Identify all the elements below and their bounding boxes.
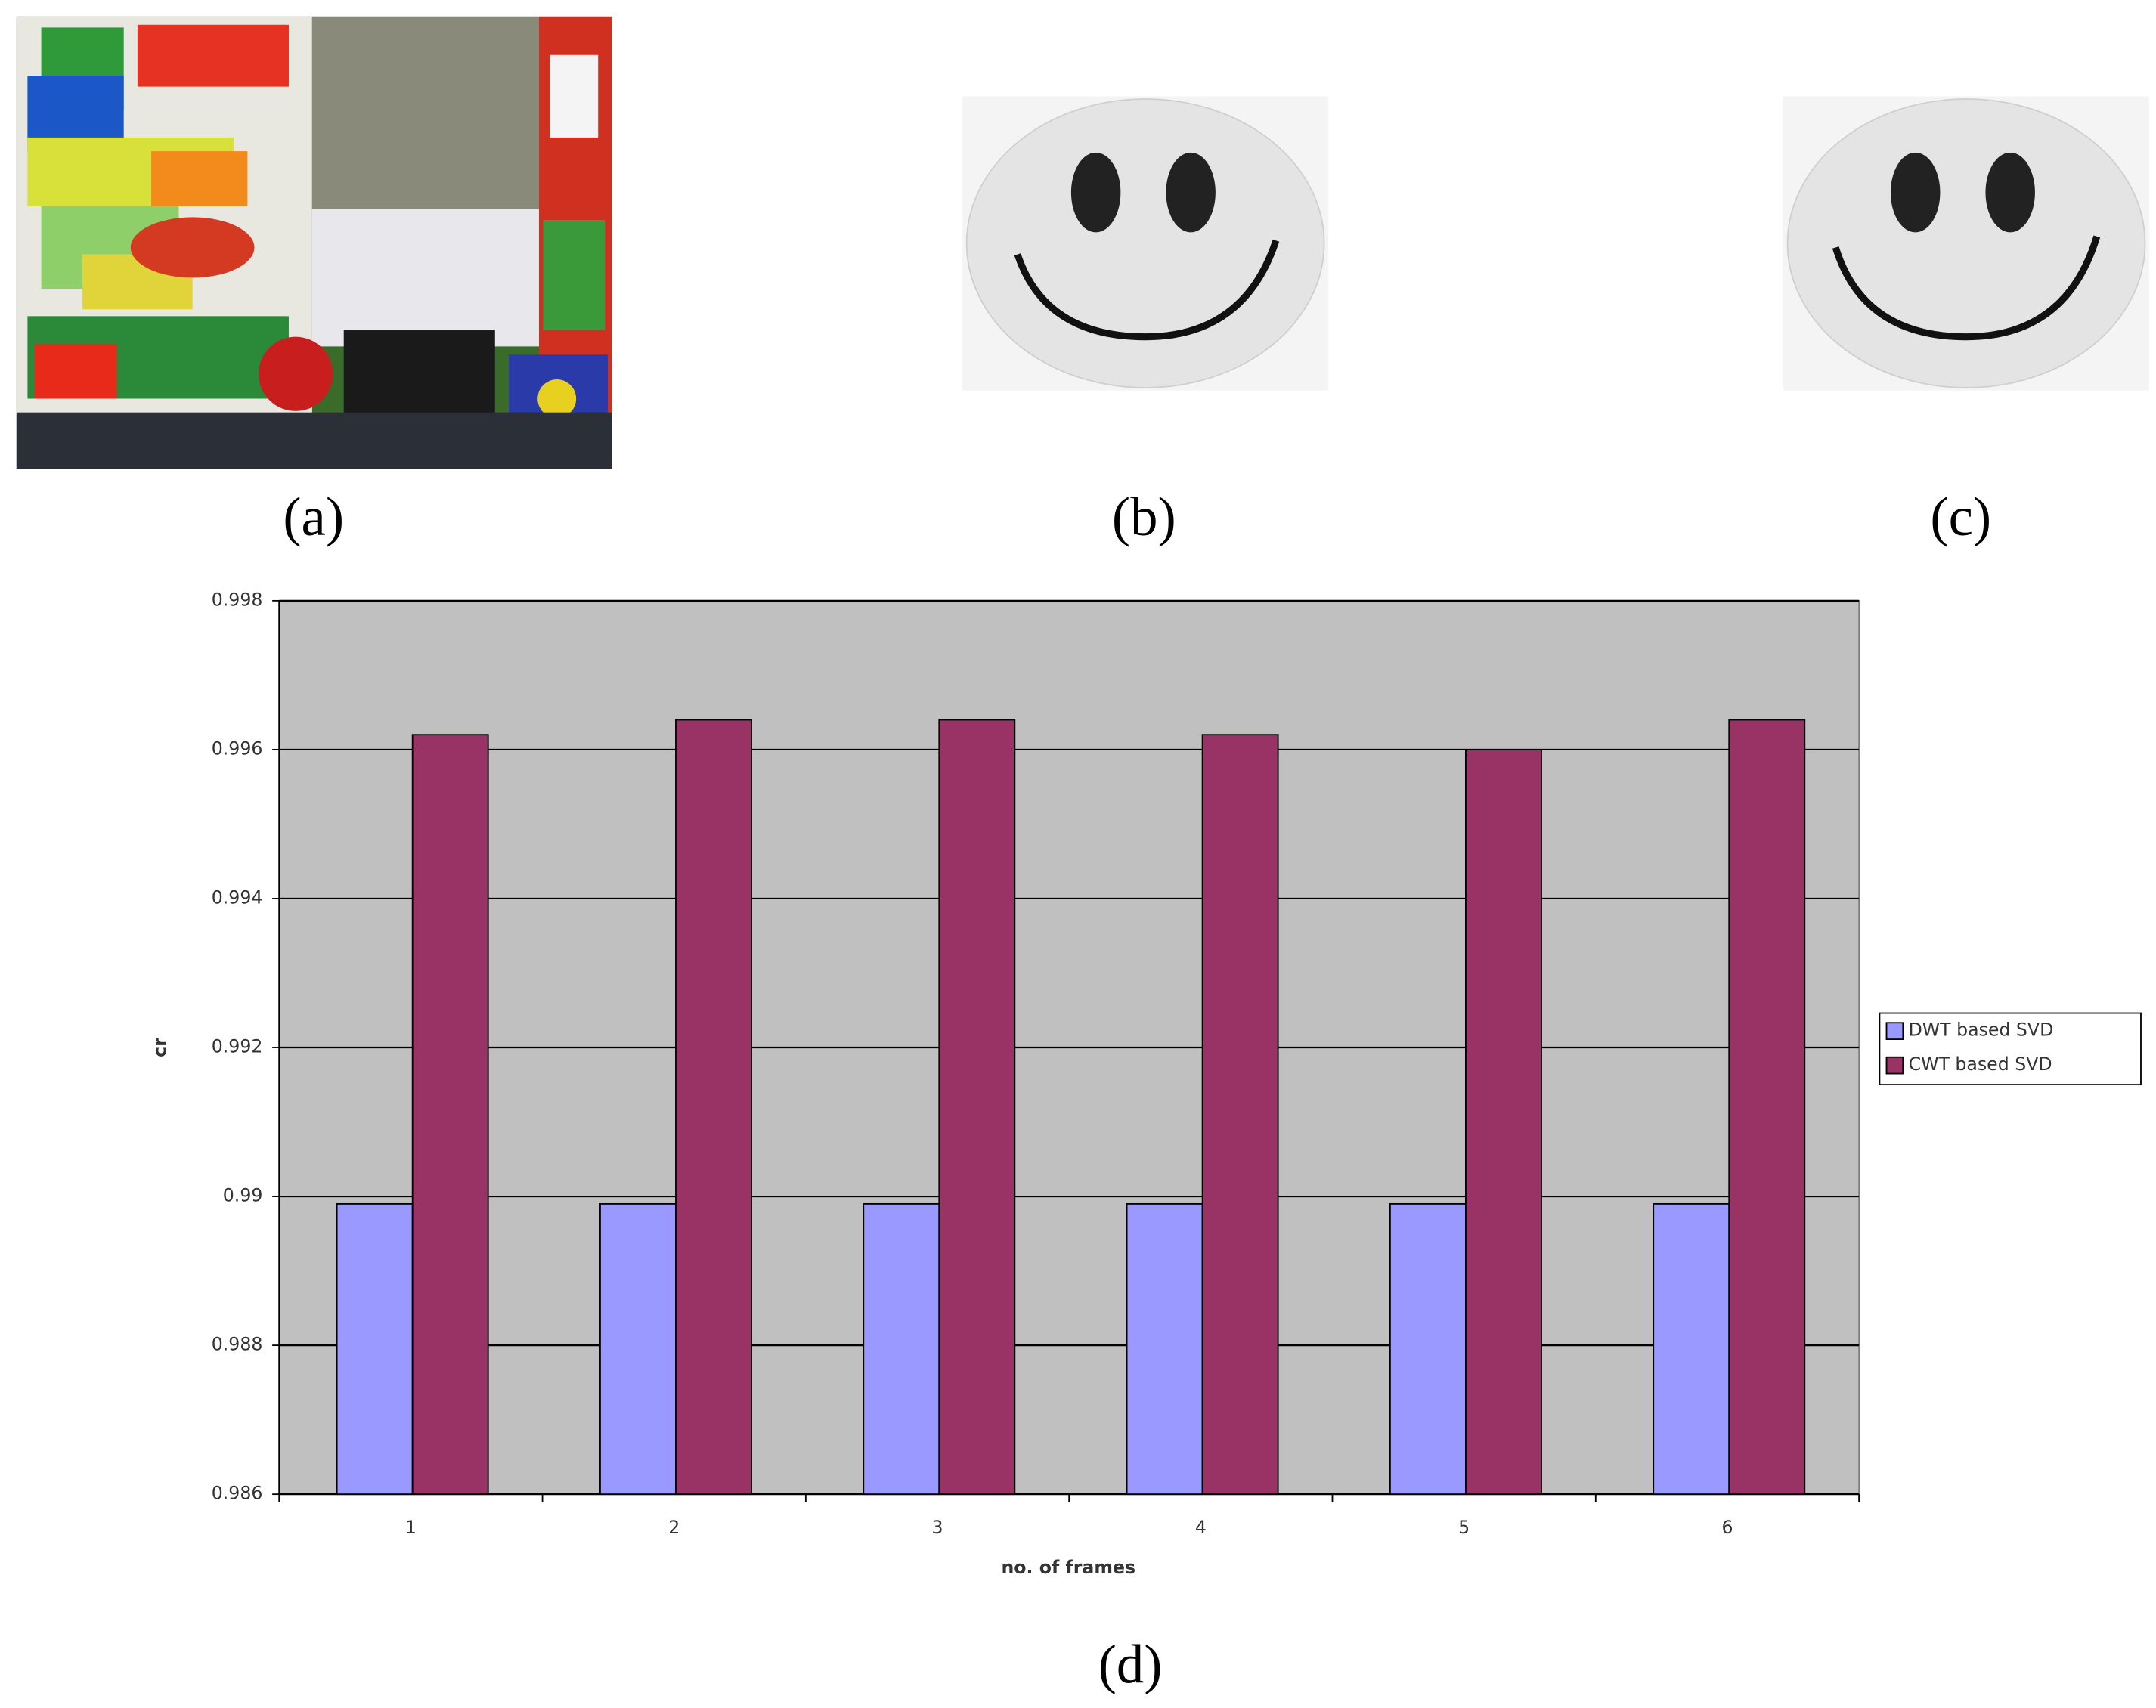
legend-label: CWT based SVD [1909, 1054, 2052, 1075]
y-tick-label: 0.986 [212, 1483, 263, 1504]
legend-swatch [1885, 1022, 1904, 1041]
legend-label: DWT based SVD [1909, 1020, 2054, 1041]
bar [1728, 719, 1806, 1496]
y-tick-label: 0.996 [212, 738, 263, 759]
x-tick-label: 1 [405, 1517, 417, 1538]
y-tick-label: 0.992 [212, 1036, 263, 1057]
y-axis-label: cr [149, 1038, 170, 1057]
panel-label: (c) [1930, 486, 1991, 547]
bar [675, 719, 752, 1496]
panel-label: (a) [283, 486, 344, 547]
y-tick-label: 0.998 [212, 589, 263, 610]
smiley-c [1783, 96, 2149, 391]
x-tick-label: 5 [1458, 1517, 1470, 1538]
bar [1465, 749, 1542, 1496]
smiley-b [962, 96, 1329, 391]
x-tick-label: 4 [1195, 1517, 1207, 1538]
x-tick-label: 2 [668, 1517, 680, 1538]
y-tick-label: 0.988 [212, 1334, 263, 1355]
bar [938, 719, 1016, 1496]
y-tick-label: 0.994 [212, 886, 263, 908]
panel-label: (d) [1098, 1634, 1163, 1695]
x-tick-label: 3 [932, 1517, 943, 1538]
legend-box [1879, 1012, 2142, 1086]
bar [599, 1202, 677, 1496]
bar [1126, 1202, 1203, 1496]
bar [336, 1202, 414, 1496]
bar [1653, 1202, 1730, 1496]
panel-label: (b) [1112, 486, 1176, 547]
legend-swatch [1885, 1056, 1904, 1075]
bar [1389, 1202, 1467, 1496]
bar [1201, 734, 1279, 1496]
x-tick-label: 6 [1721, 1517, 1733, 1538]
x-axis-label: no. of frames [1001, 1557, 1135, 1578]
y-tick-label: 0.99 [223, 1185, 263, 1206]
bar [411, 734, 489, 1496]
bar [863, 1202, 940, 1496]
photo-a [16, 16, 612, 469]
